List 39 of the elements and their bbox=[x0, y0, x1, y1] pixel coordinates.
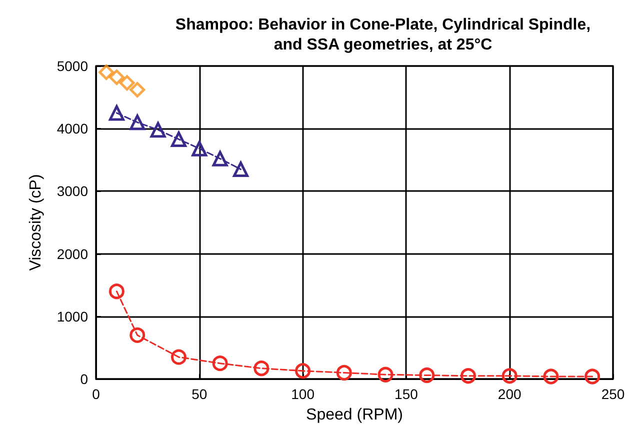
y-tick-label: 3000 bbox=[56, 183, 88, 200]
x-tick-label: 150 bbox=[394, 386, 418, 402]
point bbox=[130, 114, 146, 130]
point bbox=[295, 363, 311, 379]
x-axis-title: Speed (RPM) bbox=[306, 406, 403, 424]
point bbox=[378, 366, 394, 382]
y-tick-label: 5000 bbox=[56, 58, 88, 74]
point bbox=[254, 360, 270, 376]
point bbox=[130, 82, 146, 98]
y-tick-label: 2000 bbox=[56, 246, 88, 262]
point bbox=[108, 105, 124, 121]
point bbox=[150, 122, 166, 138]
y-tick-label: 4000 bbox=[56, 120, 88, 137]
x-tick-label: 50 bbox=[192, 386, 208, 402]
point bbox=[212, 356, 228, 372]
point bbox=[502, 368, 518, 384]
point bbox=[170, 349, 186, 365]
point bbox=[233, 162, 249, 178]
point bbox=[584, 368, 600, 384]
point bbox=[212, 150, 228, 166]
chart-title: Shampoo: Behavior in Cone-Plate, Cylindrical Spindle, and SSA geometries, at 25°C bbox=[175, 16, 591, 54]
point bbox=[108, 284, 124, 300]
point bbox=[170, 131, 186, 147]
y-tick-label: 0 bbox=[80, 371, 88, 387]
y-tick-label: 1000 bbox=[56, 308, 88, 324]
point bbox=[108, 70, 124, 86]
point bbox=[419, 367, 435, 383]
point bbox=[98, 64, 114, 80]
point bbox=[192, 140, 208, 156]
point bbox=[543, 368, 559, 384]
point bbox=[119, 75, 135, 91]
point bbox=[130, 327, 146, 343]
x-tick-label: 100 bbox=[291, 386, 315, 402]
y-axis-title: Viscosity (cP) bbox=[28, 174, 44, 271]
x-tick-label: 0 bbox=[92, 386, 100, 402]
point bbox=[460, 368, 476, 384]
x-tick-label: 250 bbox=[601, 386, 625, 402]
point bbox=[336, 364, 352, 380]
x-tick-label: 200 bbox=[498, 386, 522, 402]
